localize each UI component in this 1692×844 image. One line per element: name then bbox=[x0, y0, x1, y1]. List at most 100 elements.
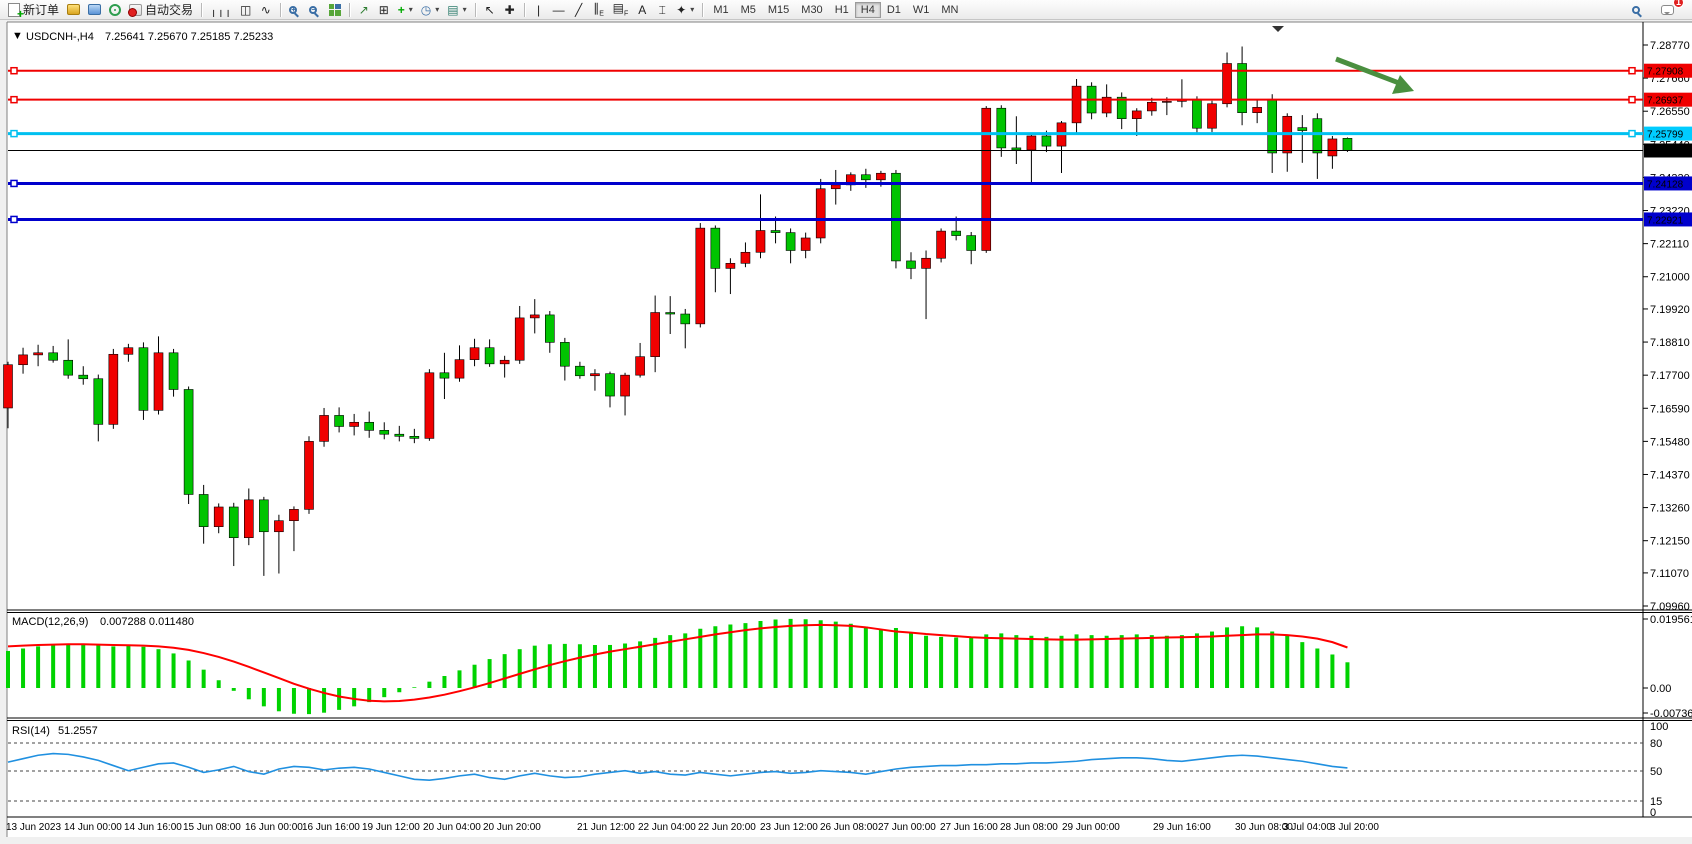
price-axis[interactable]: 7.287707.276607.265507.254407.243307.232… bbox=[1643, 40, 1692, 613]
timeframe-h1-button[interactable]: H1 bbox=[834, 3, 849, 16]
line-chart-icon: ∿ bbox=[260, 2, 271, 17]
candle-body bbox=[379, 430, 390, 435]
rsi-value: 51.2557 bbox=[58, 725, 98, 737]
candle-body bbox=[183, 389, 194, 495]
indicators-button[interactable]: ↗ bbox=[354, 1, 374, 19]
caret-down-icon: ▾ bbox=[435, 5, 440, 14]
arrows-button[interactable]: ✦ ▾ bbox=[672, 1, 698, 19]
line-handle[interactable] bbox=[10, 179, 18, 188]
bar-chart-button[interactable]: ╷╷╷ bbox=[206, 1, 236, 19]
candle-body bbox=[93, 378, 104, 425]
line-handle[interactable] bbox=[1628, 66, 1636, 75]
line-handle[interactable] bbox=[1628, 95, 1636, 104]
tile-windows-button[interactable] bbox=[325, 1, 345, 19]
add-object-button[interactable]: + ▾ bbox=[394, 1, 417, 19]
timeframe-w1-button[interactable]: W1 bbox=[912, 3, 930, 16]
macd-axis-label: 0.019561 bbox=[1650, 614, 1692, 626]
line-handle[interactable] bbox=[10, 66, 18, 75]
price-tag bbox=[1644, 143, 1692, 158]
indicator-window-button[interactable]: ⊞ bbox=[374, 1, 394, 19]
trendline-button[interactable]: ╱ bbox=[569, 1, 589, 19]
time-label: 16 Jun 00:00 bbox=[245, 822, 303, 833]
price-tick-label: 7.16590 bbox=[1650, 403, 1690, 415]
auto-trading-button[interactable]: 自动交易 bbox=[125, 1, 197, 19]
line-handle[interactable] bbox=[10, 215, 18, 224]
caret-down-icon: ▾ bbox=[690, 5, 695, 14]
fibonacci-button[interactable]: ▤F bbox=[609, 1, 633, 19]
price-tick-label: 7.18810 bbox=[1650, 337, 1690, 349]
candle-body bbox=[1011, 147, 1022, 151]
timeframe-m30-button[interactable]: M30 bbox=[801, 3, 823, 16]
candle-body bbox=[1297, 127, 1308, 131]
zoom-out-button[interactable]: − bbox=[305, 1, 325, 19]
timeframe-h4-button[interactable]: H4 bbox=[854, 1, 881, 18]
candle-body bbox=[1116, 96, 1127, 119]
candle-body bbox=[770, 230, 781, 233]
candlestick-chart-button[interactable]: ◫ bbox=[236, 1, 256, 19]
chart-shift-marker[interactable] bbox=[1272, 26, 1284, 32]
line-handle[interactable] bbox=[10, 129, 18, 138]
candle-body bbox=[454, 359, 465, 379]
candle-body bbox=[1147, 101, 1157, 112]
candlesticks bbox=[3, 46, 1353, 576]
caret-down-icon: ▾ bbox=[462, 5, 467, 14]
candle-body bbox=[740, 251, 751, 264]
chart-background[interactable] bbox=[7, 22, 1692, 837]
chart-profiles-button[interactable] bbox=[63, 1, 84, 19]
navigator-button[interactable] bbox=[105, 1, 125, 19]
candle-body bbox=[891, 172, 901, 262]
candle-body bbox=[138, 347, 149, 411]
timeframe-m15-button[interactable]: M15 bbox=[767, 3, 790, 16]
timeframe-m5-button[interactable]: M5 bbox=[740, 3, 756, 16]
time-label: 15 Jun 08:00 bbox=[183, 822, 241, 833]
timeframe-m1-button[interactable]: M1 bbox=[713, 3, 729, 16]
candle-body bbox=[680, 313, 691, 325]
cursor-button[interactable]: ↖ bbox=[480, 1, 500, 19]
text-button[interactable]: A bbox=[632, 1, 652, 19]
price-tag-label: 7.24128 bbox=[1647, 179, 1684, 190]
candle-body bbox=[259, 499, 269, 533]
time-label: 14 Jun 16:00 bbox=[124, 822, 182, 833]
separator bbox=[201, 2, 203, 17]
market-watch-button[interactable] bbox=[84, 1, 105, 19]
signal-icon bbox=[109, 3, 122, 16]
candle-body bbox=[575, 365, 585, 377]
candle-body bbox=[861, 174, 871, 181]
chart-dropdown-arrow[interactable]: ▼ bbox=[12, 30, 23, 42]
candle-body bbox=[1327, 138, 1338, 157]
rsi-line bbox=[7, 752, 1348, 781]
line-chart-button[interactable]: ∿ bbox=[256, 1, 276, 19]
candle-body bbox=[1101, 96, 1112, 114]
macd-panel: 0.019561 0.00 -0.007367 bbox=[6, 614, 1692, 720]
line-handle[interactable] bbox=[1628, 129, 1636, 138]
candle-body bbox=[1071, 85, 1082, 124]
search-button[interactable] bbox=[1627, 1, 1647, 19]
periods-button[interactable]: ◷ ▾ bbox=[417, 1, 444, 19]
candle-body bbox=[33, 352, 43, 356]
horizontal-line-button[interactable]: — bbox=[549, 1, 569, 19]
candle-body bbox=[1026, 135, 1037, 151]
horizontal-level-lines[interactable] bbox=[8, 66, 1643, 224]
zoom-in-button[interactable]: + bbox=[285, 1, 305, 19]
notifications-button[interactable]: 1 bbox=[1657, 0, 1684, 19]
new-order-button[interactable]: 新订单 bbox=[4, 1, 63, 21]
cursor-icon: ↖ bbox=[484, 2, 495, 17]
vertical-line-button[interactable]: | bbox=[529, 1, 549, 19]
line-handle[interactable] bbox=[10, 95, 18, 104]
equidistant-channel-button[interactable]: ∥E bbox=[589, 1, 609, 19]
candle-body bbox=[650, 312, 660, 357]
candle-body bbox=[560, 342, 570, 367]
timeframe-mn-button[interactable]: MN bbox=[941, 3, 959, 16]
trend-arrow-annotation[interactable] bbox=[1335, 56, 1414, 94]
candle-body bbox=[439, 372, 450, 379]
candle-body bbox=[605, 373, 615, 397]
time-axis[interactable]: 13 Jun 2023 14 Jun 00:00 14 Jun 16:00 15 Ju… bbox=[6, 822, 1379, 833]
macd-values: 0.007288 0.011480 bbox=[100, 616, 194, 628]
label-button[interactable]: ⌶ bbox=[652, 1, 672, 19]
templates-button[interactable]: ▤ ▾ bbox=[443, 1, 470, 19]
candle-body bbox=[1192, 98, 1202, 129]
crosshair-button[interactable]: ✚ bbox=[500, 1, 520, 19]
timeframe-d1-button[interactable]: D1 bbox=[886, 3, 901, 16]
candle-body bbox=[48, 352, 58, 361]
time-label: 29 Jun 16:00 bbox=[1153, 822, 1211, 833]
